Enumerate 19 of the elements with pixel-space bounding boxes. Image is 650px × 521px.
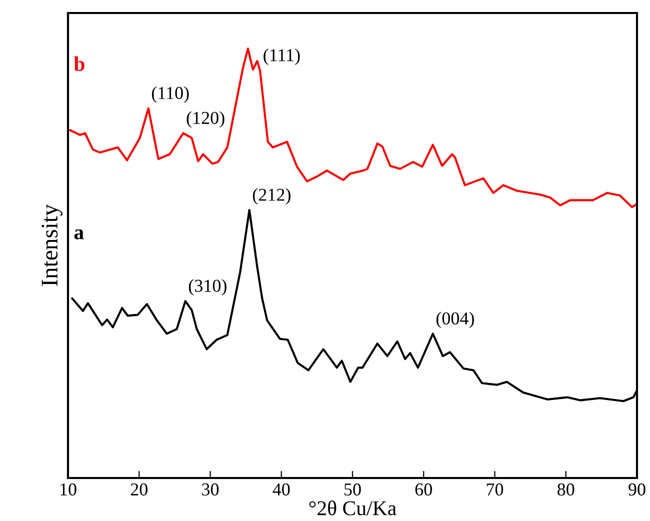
- annotation: (004): [436, 312, 474, 328]
- annotation: (120): [186, 111, 224, 128]
- x-tick-label: 30: [202, 483, 219, 496]
- x-tick-label: 90: [628, 483, 646, 496]
- x-axis-title: °2θ Cu/Ka: [309, 500, 396, 516]
- annotation: (212): [252, 188, 290, 205]
- text: a: [74, 229, 84, 240]
- x-tick-label: 80: [558, 483, 574, 496]
- y-axis-title: Intensity: [42, 204, 62, 286]
- x-tick-label: 40: [272, 483, 290, 496]
- annotation: (111): [264, 48, 300, 65]
- x-tick-label: 70: [486, 483, 504, 496]
- x-tick-label: 20: [130, 483, 148, 496]
- x-tick-label: 10: [60, 483, 76, 496]
- x-tick-label: 60: [415, 483, 432, 496]
- x-tick-label: 50: [344, 483, 361, 496]
- text: b: [74, 56, 84, 72]
- annotation: (310): [188, 279, 226, 296]
- annotation: (110): [152, 86, 189, 103]
